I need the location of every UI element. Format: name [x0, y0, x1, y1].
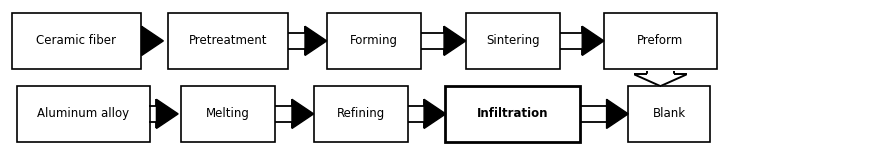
FancyBboxPatch shape	[12, 13, 141, 69]
Polygon shape	[156, 99, 178, 128]
FancyBboxPatch shape	[466, 13, 560, 69]
Text: Pretreatment: Pretreatment	[189, 34, 267, 47]
Polygon shape	[634, 74, 687, 86]
Text: Blank: Blank	[653, 107, 686, 120]
FancyBboxPatch shape	[445, 86, 580, 142]
Text: Melting: Melting	[206, 107, 249, 120]
Text: Refining: Refining	[336, 107, 385, 120]
Text: Sintering: Sintering	[486, 34, 540, 47]
FancyBboxPatch shape	[181, 86, 275, 142]
Polygon shape	[444, 26, 466, 55]
Polygon shape	[607, 99, 628, 128]
Text: Preform: Preform	[637, 34, 684, 47]
Polygon shape	[305, 26, 327, 55]
Text: Aluminum alloy: Aluminum alloy	[37, 107, 129, 120]
Polygon shape	[582, 26, 604, 55]
FancyBboxPatch shape	[314, 86, 408, 142]
FancyBboxPatch shape	[604, 13, 717, 69]
FancyBboxPatch shape	[628, 86, 711, 142]
Polygon shape	[142, 26, 163, 55]
Text: Forming: Forming	[349, 34, 398, 47]
FancyBboxPatch shape	[168, 13, 288, 69]
Polygon shape	[292, 99, 314, 128]
FancyBboxPatch shape	[327, 13, 421, 69]
Text: Infiltration: Infiltration	[477, 107, 548, 120]
Polygon shape	[424, 99, 446, 128]
Text: Ceramic fiber: Ceramic fiber	[36, 34, 116, 47]
FancyBboxPatch shape	[17, 86, 149, 142]
